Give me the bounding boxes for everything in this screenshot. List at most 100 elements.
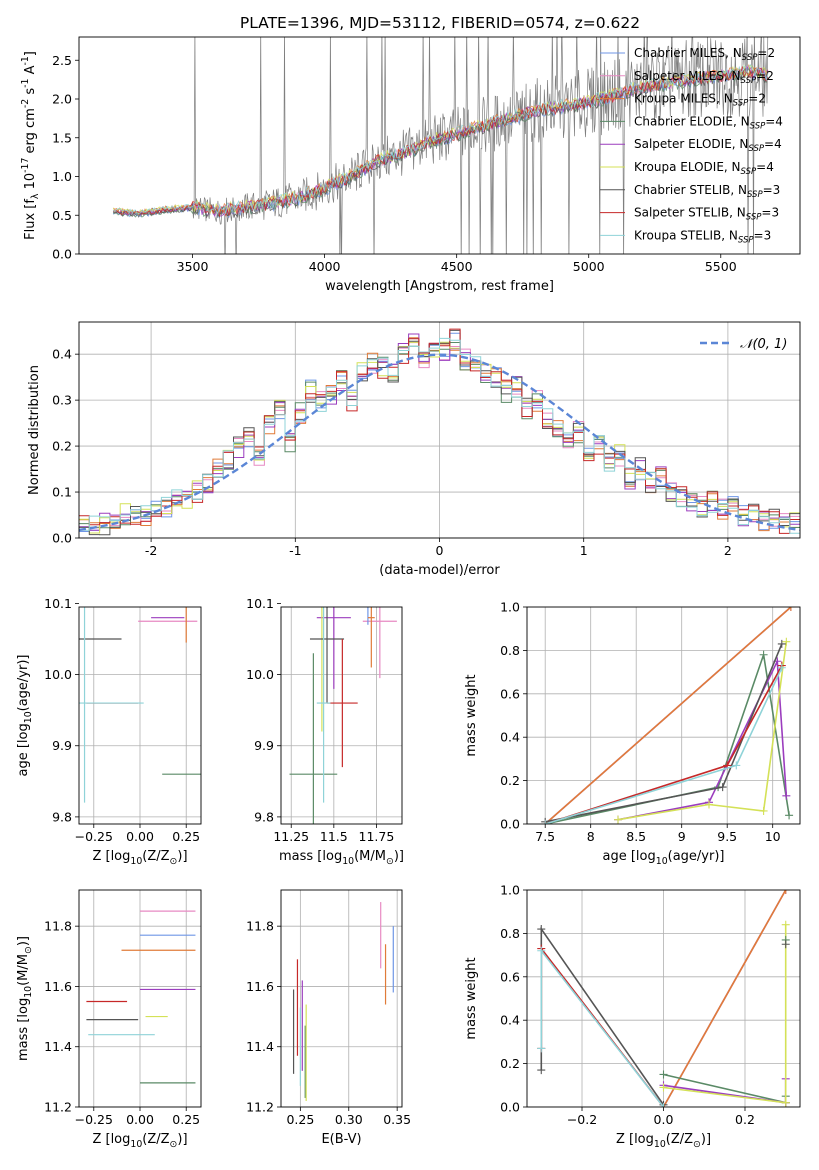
y-tick-label: 1.0	[500, 883, 520, 898]
y-axis-label: mass [log10​(M/M⊙​)]	[16, 936, 34, 1061]
x-tick-label: 2	[724, 543, 732, 558]
y-tick-label: 11.8	[246, 919, 274, 934]
x-tick-label: 10	[765, 829, 781, 844]
x-tick-label: 0.2	[735, 1112, 755, 1127]
y-tick-label: 10.1	[246, 596, 274, 611]
y-tick-label: 2.5	[52, 53, 72, 68]
y-tick-label: 1.5	[52, 130, 72, 145]
y-tick-label: 0.4	[500, 730, 520, 745]
legend-nssp: 4	[774, 137, 782, 151]
y-tick-label: 11.6	[246, 979, 274, 994]
legend-nssp: 2	[758, 92, 766, 106]
plot-area-residuals	[79, 322, 800, 538]
y-tick-label: 11.6	[44, 979, 72, 994]
x-tick-label: 11.25	[273, 829, 309, 844]
plot-area-weight-vs-age	[527, 607, 800, 824]
x-axis-label: E(B-V)	[321, 1132, 361, 1147]
x-tick-label: 5000	[573, 259, 605, 274]
y-tick-label: 0.2	[500, 773, 520, 788]
panel-age-vs-mass: 11.25 11.5 11.75 9.8 9.9 10.0 10.1 mass [log10​…	[246, 596, 404, 867]
y-tick-label: 9.8	[52, 809, 72, 824]
x-tick-label: 11.75	[359, 829, 395, 844]
y-tick-label: 0.0	[52, 531, 72, 546]
y-tick-label: 11.4	[44, 1039, 72, 1054]
panel-mass-vs-Z: −0.25 0.00 0.25 11.2 11.4 11.6 11.8 Z [log10​(Z…	[16, 889, 202, 1150]
x-tick-label: 1	[580, 543, 588, 558]
x-axis-label: Z [log10​(Z/Z⊙​)]	[616, 1132, 711, 1150]
weight-marker	[786, 607, 795, 611]
y-tick-label: 0.1	[52, 485, 72, 500]
plot-area-age-vs-mass	[281, 607, 402, 824]
y-tick-label: 0.4	[52, 347, 72, 362]
axes-frame	[78, 606, 202, 825]
x-tick-label: 9.5	[717, 829, 737, 844]
model-spectrum-9	[113, 63, 769, 215]
legend-label: Chabrier STELIB, NSSP=3	[634, 183, 780, 200]
legend-label: Salpeter ELODIE, NSSP=4	[634, 137, 782, 154]
panel-mass-vs-ebv: 0.25 0.30 0.35 11.2 11.4 11.6 11.8 E(B-V)	[246, 889, 411, 1147]
legend-nssp: 3	[773, 183, 781, 197]
x-tick-label: 7.5	[535, 829, 555, 844]
weight-marker	[781, 920, 790, 929]
weight-marker	[785, 811, 794, 820]
model-spectrum-8	[113, 66, 769, 217]
legend-nssp: 2	[767, 46, 775, 60]
weight-marker	[781, 890, 790, 894]
y-tick-label: 0.0	[52, 247, 72, 262]
weight-marker	[541, 820, 550, 824]
x-tick-label: 8.5	[626, 829, 646, 844]
weight-line-5	[617, 658, 788, 821]
x-tick-label: -2	[145, 543, 157, 558]
weight-marker	[777, 639, 786, 648]
x-tick-label: −0.25	[75, 829, 113, 844]
axes-frame	[78, 321, 801, 539]
weight-marker	[659, 1070, 668, 1079]
weight-marker	[537, 946, 546, 955]
legend-series-name: Salpeter ELODIE	[634, 137, 732, 151]
legend-label: Kroupa ELODIE, NSSP=4	[634, 160, 774, 177]
axes-frame	[78, 889, 202, 1108]
plot-area-spectrum	[112, 37, 769, 254]
x-axis-label: Z [log10​(Z/Z⊙​)]	[92, 1132, 187, 1150]
legend-series-name: Chabrier STELIB	[634, 183, 730, 197]
legend-nssp: 2	[766, 69, 774, 83]
weight-marker	[537, 1066, 546, 1075]
y-axis-label: Flux [fλ​ 10-17​ erg cm-2​ s-1​ A-1​]	[20, 51, 41, 240]
x-tick-label: 0.25	[286, 1112, 314, 1127]
weight-line-7	[540, 926, 665, 1106]
weight-marker	[777, 663, 786, 672]
x-tick-label: 0.00	[126, 1112, 154, 1127]
y-tick-label: 9.8	[254, 809, 274, 824]
y-axis-label: Normed distribution	[27, 365, 42, 495]
weight-line-7	[545, 643, 783, 823]
y-tick-label: 0.0	[500, 817, 520, 832]
y-tick-label: 0.8	[500, 926, 520, 941]
y-axis-label: age [log10​(age/yr)]	[16, 655, 34, 777]
y-tick-label: 9.9	[52, 738, 72, 753]
y-tick-label: 0.0	[500, 1100, 520, 1115]
legend-series-name: Chabrier MILES	[634, 46, 725, 60]
histogram-9	[79, 337, 800, 534]
y-tick-label: 9.9	[254, 738, 274, 753]
legend-series-name: Kroupa ELODIE	[634, 160, 724, 174]
y-tick-label: 0.6	[500, 686, 520, 701]
legend-series-name: Kroupa STELIB	[634, 228, 721, 242]
y-tick-label: 11.2	[44, 1100, 72, 1115]
y-tick-label: 2.0	[52, 92, 72, 107]
legend-label: Salpeter MILES, NSSP=2	[634, 69, 774, 86]
weight-marker	[781, 1098, 790, 1107]
y-tick-label: 0.8	[500, 643, 520, 658]
y-tick-label: 10.0	[44, 667, 72, 682]
weight-marker	[759, 650, 768, 659]
y-tick-label: 0.4	[500, 1013, 520, 1028]
y-tick-label: 11.2	[246, 1100, 274, 1115]
weight-marker	[614, 815, 622, 824]
y-tick-label: 0.5	[52, 208, 72, 223]
weight-marker	[705, 800, 713, 809]
x-tick-label: 5500	[705, 259, 737, 274]
weight-line-3	[544, 607, 792, 824]
legend-label: 𝒩(0, 1)	[740, 337, 787, 352]
panel-spectrum: 3500 4000 4500 5000 5500 0.0 0.5 1.0 1.5 2.0 2.5 wa…	[20, 36, 801, 294]
y-tick-label: 10.1	[44, 596, 72, 611]
figure-title: PLATE=1396, MJD=53112, FIBERID=0574, z=0…	[240, 14, 640, 32]
